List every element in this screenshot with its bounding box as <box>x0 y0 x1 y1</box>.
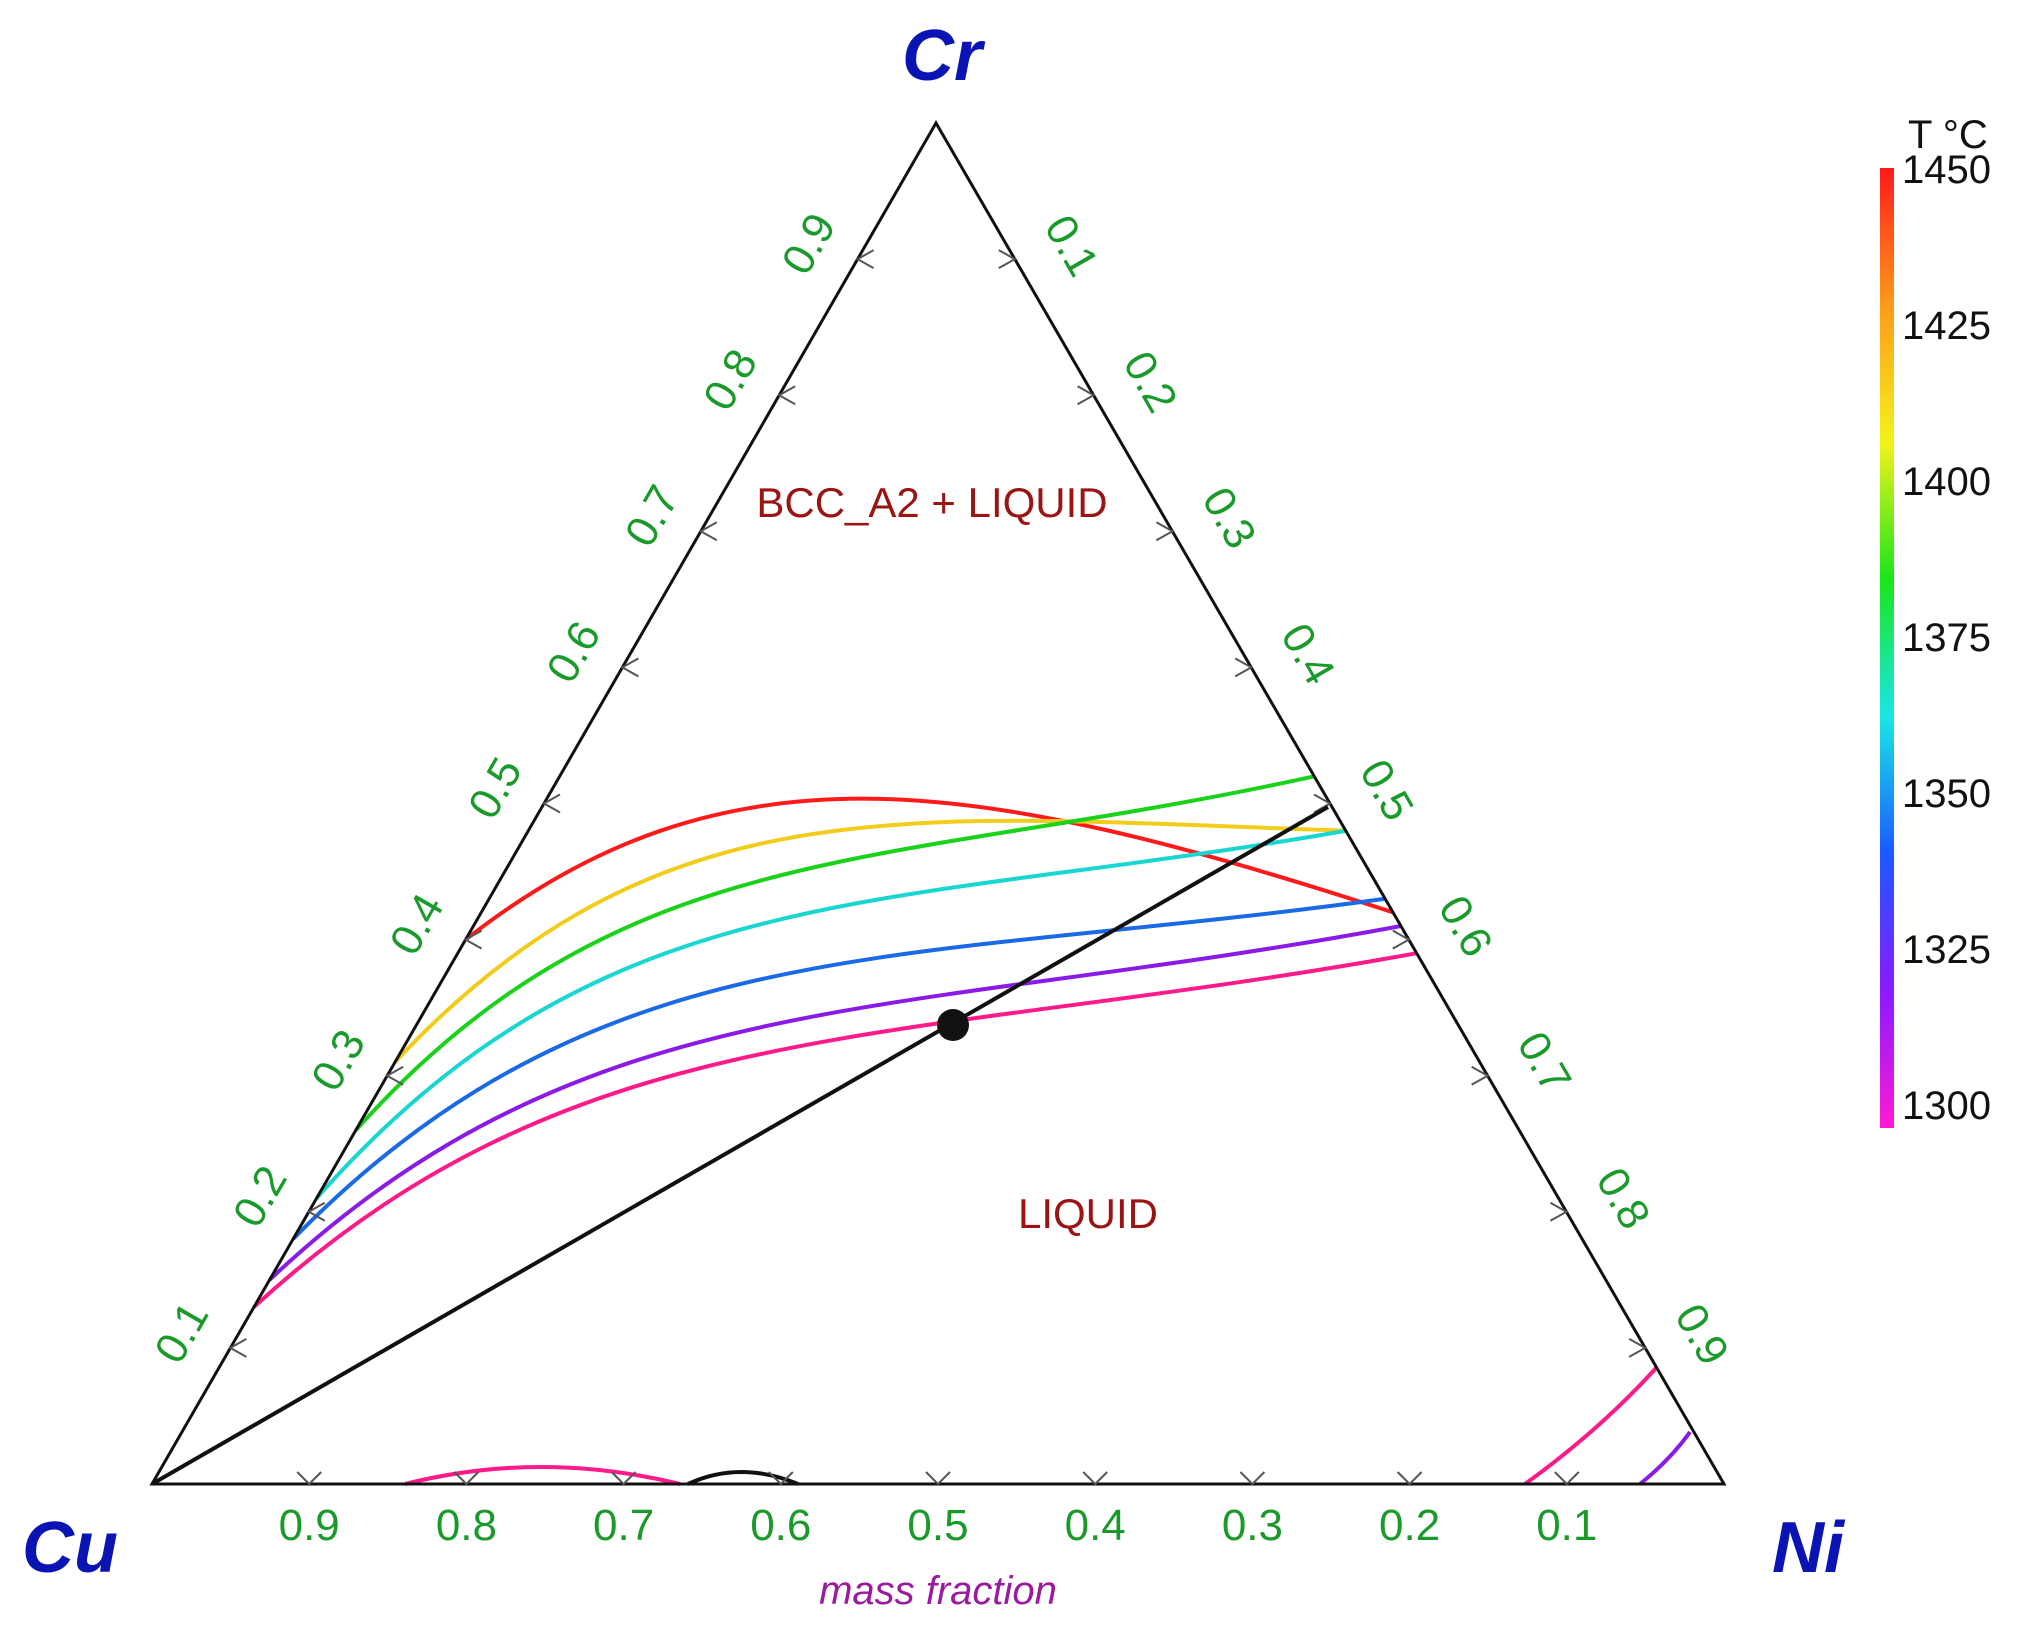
tick-label-bottom: 0.6 <box>750 1501 811 1550</box>
colorbar-tick-label: 1425 <box>1902 304 1991 348</box>
tick-mark-right <box>998 249 1017 269</box>
isotherm-curves <box>252 774 1418 1309</box>
tick-label-right: 0.9 <box>1665 1296 1738 1373</box>
tick-mark-right <box>1392 929 1411 950</box>
tick-label-right: 0.1 <box>1035 207 1108 284</box>
tick-mark-right <box>1549 1201 1569 1222</box>
tick-label-right: 0.6 <box>1429 888 1502 965</box>
tick-label-right: 0.3 <box>1192 479 1265 556</box>
tick-label-left: 0.5 <box>459 750 532 827</box>
tick-mark-left <box>541 793 561 814</box>
tick-label-bottom: 0.9 <box>279 1501 340 1550</box>
tick-label-left: 0.9 <box>773 205 846 282</box>
colorbar-tick-label: 1375 <box>1902 616 1991 660</box>
tick-mark-right <box>1313 793 1333 814</box>
tick-mark-bottom <box>1396 1471 1423 1486</box>
tick-mark-bottom <box>1239 1471 1266 1486</box>
colorbar-tick-label: 1350 <box>1902 772 1991 816</box>
tick-mark-left <box>463 929 483 950</box>
isotherm-curve <box>291 896 1386 1241</box>
bottom-edge-arcs <box>404 1365 1692 1486</box>
tick-marks <box>228 249 1648 1486</box>
tick-mark-bottom <box>296 1471 322 1486</box>
tick-label-right: 0.4 <box>1271 615 1344 692</box>
region-label-liquid: LIQUID <box>1018 1190 1158 1237</box>
isotherm-curve <box>464 796 1394 942</box>
tick-label-left: 0.8 <box>694 341 767 418</box>
vertex-label-ni: Ni <box>1772 1508 1846 1588</box>
tick-mark-left <box>228 1338 247 1358</box>
tick-label-bottom: 0.8 <box>436 1501 497 1550</box>
tick-mark-right <box>1155 521 1175 542</box>
colorbar-tick-label: 1400 <box>1902 460 1991 504</box>
tick-label-left: 0.1 <box>145 1294 218 1371</box>
tick-label-right: 0.8 <box>1586 1160 1659 1237</box>
tick-label-left: 0.6 <box>537 613 610 690</box>
tick-mark-bottom <box>1082 1471 1108 1486</box>
region-label-bcc-liquid: BCC_A2 + LIQUID <box>756 479 1107 526</box>
tick-mark-bottom <box>925 1471 951 1486</box>
tick-label-right: 0.5 <box>1350 752 1423 829</box>
tick-label-bottom: 0.7 <box>593 1501 654 1550</box>
tick-label-bottom: 0.3 <box>1222 1501 1283 1550</box>
tick-mark-bottom <box>768 1471 794 1486</box>
section-line <box>151 805 1329 1486</box>
vertex-label-cu: Cu <box>22 1508 118 1588</box>
colorbar-tick-labels: 1450 1425 1400 1375 1350 1325 1300 <box>1902 148 1991 1128</box>
marked-point <box>937 1009 969 1041</box>
temperature-colorbar: T °C 1450 1425 1400 1375 1350 1325 1300 <box>1880 113 1991 1128</box>
tick-mark-left <box>620 657 639 678</box>
pink-arc-corner <box>1523 1365 1659 1486</box>
tick-labels-left: 0.10.20.30.40.50.60.70.80.9 <box>145 205 845 1371</box>
purple-arc-corner <box>1638 1430 1692 1486</box>
isotherm-curve <box>252 951 1418 1309</box>
tick-mark-left <box>777 385 796 406</box>
colorbar-tick-label: 1325 <box>1902 928 1991 972</box>
tick-mark-bottom <box>1554 1471 1580 1486</box>
tick-label-bottom: 0.5 <box>907 1501 968 1550</box>
tick-mark-right <box>1628 1338 1648 1358</box>
tick-mark-left <box>855 249 875 269</box>
tick-label-left: 0.7 <box>616 477 689 554</box>
pink-arc-bottom <box>404 1465 681 1486</box>
tick-label-bottom: 0.2 <box>1379 1501 1440 1550</box>
axis-note-mass-fraction: mass fraction <box>819 1569 1057 1613</box>
tick-label-left: 0.2 <box>224 1158 297 1235</box>
tick-label-right: 0.7 <box>1508 1024 1581 1101</box>
isotherm-curve <box>268 924 1402 1282</box>
tick-mark-left <box>306 1201 326 1222</box>
tick-label-right: 0.2 <box>1114 343 1187 420</box>
tick-mark-left <box>698 521 718 542</box>
tick-label-bottom: 0.4 <box>1065 1501 1126 1550</box>
colorbar-gradient <box>1880 168 1894 1128</box>
colorbar-title: T °C <box>1908 113 1988 157</box>
tick-labels-bottom: 0.9 0.8 0.7 0.6 0.5 0.4 0.3 0.2 0.1 <box>279 1501 1598 1550</box>
tick-mark-right <box>1077 385 1096 406</box>
colorbar-tick-label: 1450 <box>1902 148 1991 192</box>
tick-label-bottom: 0.1 <box>1536 1501 1597 1550</box>
isotherm-curve <box>393 818 1346 1064</box>
colorbar-tick-label: 1300 <box>1902 1084 1991 1128</box>
tick-mark-right <box>1234 657 1254 678</box>
tick-mark-bottom <box>610 1471 637 1486</box>
isotherm-curve <box>315 828 1347 1200</box>
isotherm-curve <box>354 774 1315 1132</box>
tick-label-left: 0.3 <box>302 1022 375 1099</box>
tick-mark-left <box>385 1065 404 1086</box>
vertex-label-cr: Cr <box>902 16 986 96</box>
tick-mark-right <box>1471 1065 1490 1086</box>
tick-mark-bottom <box>453 1471 480 1486</box>
tick-label-left: 0.4 <box>381 886 454 963</box>
